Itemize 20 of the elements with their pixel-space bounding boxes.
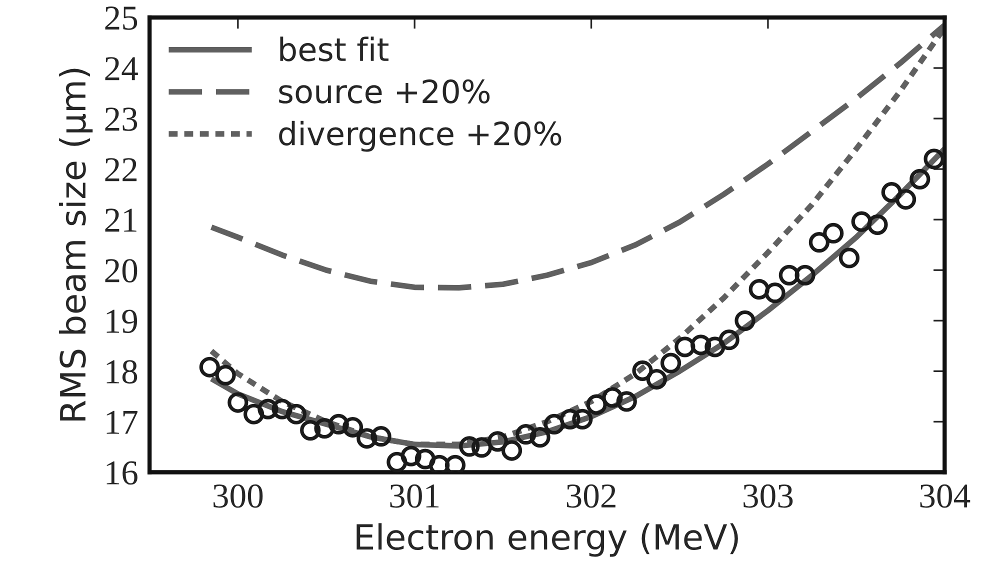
x-tick-label: 302 bbox=[566, 484, 616, 508]
y-tick-label: 21 bbox=[105, 208, 136, 232]
y-tick-label: 18 bbox=[106, 360, 138, 384]
y-tick-label: 19 bbox=[106, 310, 138, 334]
y-tick-label: 24 bbox=[105, 57, 138, 80]
x-tick-label: 300 bbox=[214, 484, 263, 508]
x-tick-label: 304 bbox=[920, 484, 970, 508]
y-tick-label: 23 bbox=[105, 108, 138, 131]
y-axis-title: RMS beam size (μm) bbox=[59, 68, 93, 420]
legend-label: divergence +20% bbox=[279, 120, 562, 152]
legend-label: source +20% bbox=[279, 79, 490, 104]
y-tick-label: 25 bbox=[105, 6, 138, 30]
y-tick-label: 17 bbox=[106, 410, 138, 434]
y-tick-label: 20 bbox=[105, 259, 138, 283]
legend-label: best fit bbox=[280, 36, 388, 62]
y-tick-label: 22 bbox=[105, 158, 137, 182]
x-tick-label: 301 bbox=[390, 484, 439, 508]
x-axis-title: Electron energy (MeV) bbox=[356, 523, 738, 557]
y-tick-label: 16 bbox=[106, 461, 138, 485]
x-tick-label: 303 bbox=[744, 484, 793, 508]
